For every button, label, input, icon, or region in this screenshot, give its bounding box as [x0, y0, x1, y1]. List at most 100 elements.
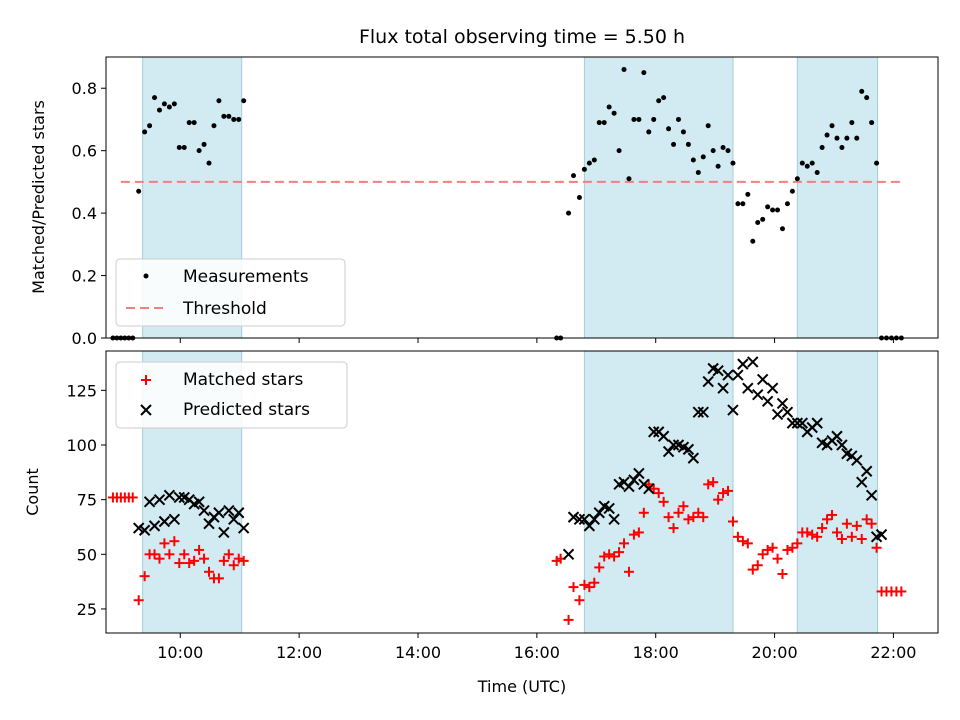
measurement-point	[636, 116, 642, 122]
matched-point	[896, 586, 907, 597]
measurement-point	[864, 95, 870, 101]
matched-point	[752, 560, 763, 571]
matched-point	[851, 520, 862, 531]
matched-point	[737, 536, 748, 547]
bottom-ylabel: Count	[23, 468, 42, 516]
predicted-point	[132, 522, 145, 534]
matched-point	[792, 538, 803, 549]
xtick-label: 12:00	[276, 643, 322, 662]
matched-point	[713, 494, 724, 505]
legend-predicted-marker	[140, 404, 152, 416]
measurement-point	[775, 207, 781, 213]
predicted-point	[148, 520, 161, 532]
measurement-point	[152, 95, 158, 101]
measurement-point	[606, 104, 612, 110]
x-b	[168, 513, 181, 526]
matched-point	[817, 523, 828, 534]
matched-point	[812, 531, 823, 542]
matched-point	[807, 529, 818, 540]
matched-point	[189, 555, 200, 566]
predicted-point	[692, 406, 705, 418]
matched-point	[179, 549, 190, 560]
matched-point	[223, 549, 234, 560]
x-b	[781, 406, 794, 418]
matched-point	[871, 542, 882, 553]
bottom-points	[107, 356, 907, 625]
matched-point	[648, 483, 659, 494]
x-b	[756, 373, 769, 386]
measurement-point	[715, 163, 721, 169]
matched-point	[574, 595, 585, 606]
measurement-point	[834, 135, 840, 141]
measurement-point	[161, 101, 167, 107]
chart-title: Flux total observing time = 5.50 h	[359, 26, 685, 48]
x-b	[677, 441, 690, 453]
bottom-legend: Matched stars Predicted stars	[115, 361, 348, 429]
x-b	[588, 513, 601, 526]
x-b	[158, 515, 171, 528]
matched-point	[133, 595, 144, 606]
matched-point	[623, 566, 634, 577]
legend-measurements-marker	[143, 273, 149, 279]
predicted-point	[603, 502, 615, 515]
measurement-point	[241, 98, 247, 104]
x-b	[578, 513, 591, 526]
x-b	[662, 445, 675, 458]
x-b	[173, 491, 186, 504]
matched-point	[563, 614, 574, 625]
matched-point	[703, 479, 714, 490]
x-b	[717, 382, 729, 394]
matched-point	[827, 509, 838, 520]
matched-point	[139, 571, 150, 582]
x-b	[237, 522, 250, 534]
bottom-panel: 25 50 75 100 125 10:00 12:00 14:00 16:00 18:00 20…	[23, 350, 939, 696]
matched-point	[698, 512, 709, 523]
measurement-point	[566, 210, 572, 216]
measurement-point	[765, 204, 771, 210]
measurement-point	[755, 219, 761, 225]
matched-point	[841, 518, 852, 529]
measurement-point	[626, 176, 632, 182]
measurement-point	[136, 188, 142, 194]
legend-matched-label: Matched stars	[183, 370, 303, 390]
x-b	[761, 395, 774, 407]
matched-point	[802, 527, 813, 538]
matched-point	[782, 544, 793, 555]
matched-point	[678, 501, 689, 512]
measurement-point	[710, 148, 716, 154]
x-b	[228, 513, 240, 526]
measurement-point	[760, 216, 766, 222]
x-b	[732, 369, 744, 381]
matched-point	[638, 507, 649, 518]
measurement-point	[854, 135, 860, 141]
measurement-point	[685, 141, 691, 147]
measurement-point	[839, 145, 845, 151]
matched-point	[693, 507, 704, 518]
xtick-label: 18:00	[633, 643, 679, 662]
measurement-point	[591, 157, 597, 163]
matched-point	[673, 507, 684, 518]
measurement-point	[844, 135, 850, 141]
x-b	[831, 430, 843, 442]
x-b	[747, 356, 759, 368]
measurement-point	[735, 201, 741, 207]
xtick-label: 22:00	[870, 643, 916, 662]
x-b	[153, 493, 166, 506]
predicted-point	[203, 517, 215, 530]
matched-point	[628, 529, 639, 540]
matched-point	[658, 496, 669, 507]
measurement-point	[646, 129, 652, 135]
measurement-point	[601, 120, 607, 126]
measurement-point	[819, 145, 825, 151]
legend-predicted-label: Predicted stars	[183, 400, 310, 420]
predicted-point	[657, 430, 670, 442]
x-b	[697, 406, 709, 418]
measurement-point	[211, 123, 217, 129]
predicted-point	[771, 408, 784, 421]
matched-point	[723, 485, 734, 496]
measurement-point	[750, 238, 756, 244]
legend-matched-marker	[141, 375, 151, 385]
x-b	[657, 430, 670, 442]
predicted-point	[682, 443, 695, 456]
matched-point	[822, 514, 833, 525]
